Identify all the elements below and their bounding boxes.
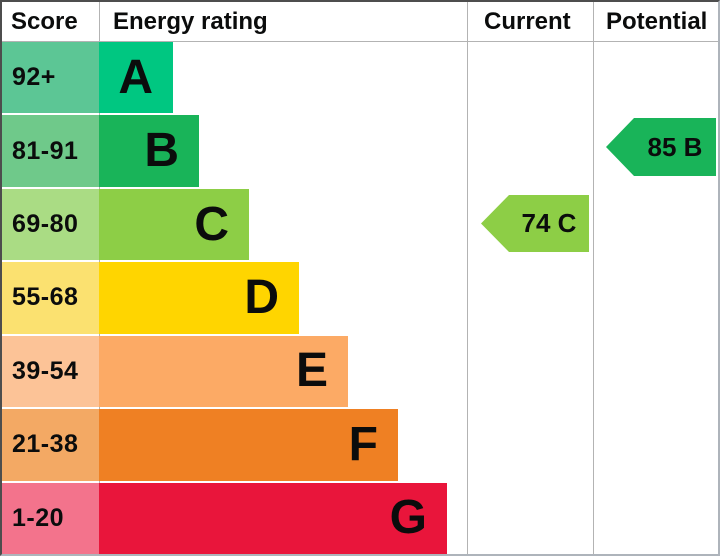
column-divider: [593, 2, 594, 554]
band-row-d: 55-68 D: [2, 262, 718, 334]
score-range-label: 55-68: [2, 262, 99, 334]
band-bar-b: B: [99, 115, 199, 187]
score-range-label: 21-38: [2, 409, 99, 481]
current-marker-label: 74 C: [521, 208, 577, 238]
energy-rating-header-label: Energy rating: [113, 7, 268, 35]
band-row-e: 39-54 E: [2, 335, 718, 408]
potential-marker: 85 B: [606, 118, 716, 176]
band-bar-c: C: [99, 188, 249, 261]
score-header-label: Score: [11, 7, 78, 35]
band-row-f: 21-38 F: [2, 409, 718, 481]
score-range-label: 1-20: [2, 482, 99, 554]
current-header-label: Current: [484, 7, 571, 35]
band-bar-g: G: [99, 482, 447, 554]
band-row-a: 92+ A: [2, 42, 718, 114]
score-range-label: 69-80: [2, 188, 99, 261]
score-range-label: 81-91: [2, 115, 99, 187]
rating-letter: F: [348, 417, 378, 471]
band-bar-d: D: [99, 262, 299, 334]
band-bar-a: A: [99, 42, 173, 114]
rating-letter: E: [295, 344, 328, 398]
rating-letter: B: [144, 124, 179, 178]
column-divider: [467, 2, 468, 554]
band-bar-e: E: [99, 335, 348, 408]
band-row-b: 81-91 B: [2, 115, 718, 187]
chart-header: Score Energy rating Current Potential: [2, 2, 718, 42]
rating-letter: G: [389, 491, 427, 545]
band-row-c: 69-80 C: [2, 188, 718, 261]
rating-letter: D: [244, 270, 279, 324]
band-row-g: 1-20 G: [2, 482, 718, 554]
score-range-label: 92+: [2, 42, 99, 114]
rating-letter: A: [118, 50, 153, 104]
potential-marker-label: 85 B: [647, 131, 703, 162]
band-bar-f: F: [99, 409, 398, 481]
band-rows: 92+ A 81-91 B 69-80 C 55-68 D 39-54 E 21…: [2, 42, 718, 554]
potential-header-label: Potential: [606, 7, 708, 35]
score-range-label: 39-54: [2, 335, 99, 408]
rating-letter: C: [194, 197, 229, 251]
